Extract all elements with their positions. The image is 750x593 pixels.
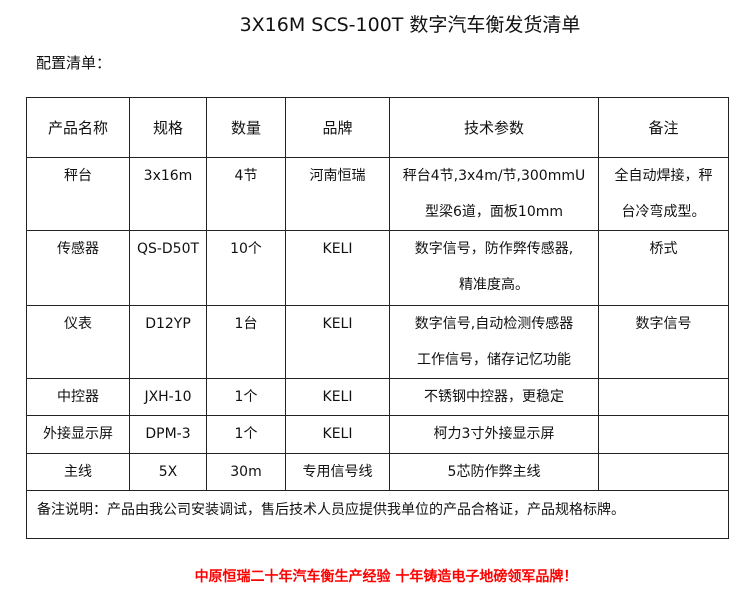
tech-line: 不锈钢中控器，更稳定 [424,389,564,405]
table-row: 中控器 JXH-10 1个 KELI 不锈钢中控器，更稳定 [26,378,729,416]
cell-remark [598,378,729,416]
cell-tech: 不锈钢中控器，更稳定 [389,378,599,416]
tech-line: 数字信号,自动检测传感器 [414,316,574,332]
cell-brand: 河南恒瑞 [285,157,390,231]
cell-brand: KELI [285,415,390,454]
cell-spec: 5X [129,453,207,491]
tech-line: 数字信号，防作弊传感器, [414,241,574,257]
cell-brand: 专用信号线 [285,453,390,491]
header-cell: 备注 [598,97,729,158]
tech-line: 5芯防作弊主线 [447,464,541,480]
tech-line: 秤台4节,3x4m/节,300mmU [402,168,586,184]
cell-name: 传感器 [26,230,130,306]
cell-remark [598,415,729,454]
cell-remark: 全自动焊接，秤 台冷弯成型。 [598,157,729,231]
remark-line: 桥式 [649,241,678,257]
table-row: 主线 5X 30m 专用信号线 5芯防作弊主线 [26,453,729,491]
cell-name: 仪表 [26,305,130,379]
header-cell: 数量 [206,97,286,158]
cell-tech: 秤台4节,3x4m/节,300mmU 型梁6道，面板10mm [389,157,599,231]
cell-qty: 1个 [206,415,286,454]
cell-tech: 柯力3寸外接显示屏 [389,415,599,454]
document-title: 3X16M SCS-100T 数字汽车衡发货清单 [239,14,581,36]
cell-tech: 数字信号，防作弊传感器, 精准度高。 [389,230,599,306]
cell-brand: KELI [285,230,390,306]
shipping-list-table: 产品名称 规格 数量 品牌 技术参数 备注 秤台 3x16m 4节 河南恒瑞 秤台4节,… [26,97,729,539]
table-row: 秤台 3x16m 4节 河南恒瑞 秤台4节,3x4m/节,300mmU 型梁6道，面板10… [26,157,729,231]
cell-qty: 4节 [206,157,286,231]
header-cell: 技术参数 [389,97,599,158]
table-row: 传感器 QS-D50T 10个 KELI 数字信号，防作弊传感器, 精准度高。 桥式 [26,230,729,306]
header-cell: 品牌 [285,97,390,158]
slogan-footer: 中原恒瑞二十年汽车衡生产经验 十年铸造电子地磅领军品牌！ [194,569,578,585]
cell-tech: 5芯防作弊主线 [389,453,599,491]
cell-qty: 1个 [206,378,286,416]
cell-name: 外接显示屏 [26,415,130,454]
cell-qty: 30m [206,453,286,491]
cell-tech: 数字信号,自动检测传感器 工作信号，储存记忆功能 [389,305,599,379]
remark-line: 台冷弯成型。 [621,204,706,220]
tech-line: 型梁6道，面板10mm [425,204,563,220]
cell-name: 中控器 [26,378,130,416]
cell-remark: 桥式 [598,230,729,306]
cell-remark [598,453,729,491]
cell-name: 秤台 [26,157,130,231]
cell-qty: 1台 [206,305,286,379]
remark-line: 全自动焊接，秤 [614,168,713,184]
cell-name: 主线 [26,453,130,491]
cell-spec: D12YP [129,305,207,379]
cell-brand: KELI [285,378,390,416]
section-label: 配置清单： [36,54,112,72]
note-row: 备注说明：产品由我公司安装调试，售后技术人员应提供我单位的产品合格证，产品规格标… [26,490,729,539]
cell-spec: JXH-10 [129,378,207,416]
table-row: 外接显示屏 DPM-3 1个 KELI 柯力3寸外接显示屏 [26,415,729,454]
table-header-row: 产品名称 规格 数量 品牌 技术参数 备注 [26,97,729,158]
header-cell: 规格 [129,97,207,158]
remark-line: 数字信号 [635,316,692,332]
cell-spec: DPM-3 [129,415,207,454]
cell-spec: QS-D50T [129,230,207,306]
cell-spec: 3x16m [129,157,207,231]
cell-qty: 10个 [206,230,286,306]
cell-brand: KELI [285,305,390,379]
table-row: 仪表 D12YP 1台 KELI 数字信号,自动检测传感器 工作信号，储存记忆功能 数字信号 [26,305,729,379]
tech-line: 工作信号，储存记忆功能 [417,352,571,368]
tech-line: 柯力3寸外接显示屏 [433,426,555,442]
note-text: 备注说明：产品由我公司安装调试，售后技术人员应提供我单位的产品合格证，产品规格标… [26,490,729,539]
tech-line: 精准度高。 [459,277,529,293]
header-cell: 产品名称 [26,97,130,158]
cell-remark: 数字信号 [598,305,729,379]
